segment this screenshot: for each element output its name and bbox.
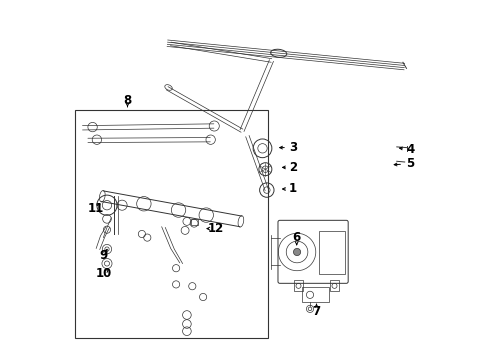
Text: 11: 11: [88, 202, 104, 215]
Text: 9: 9: [99, 249, 107, 262]
Text: 3: 3: [288, 141, 297, 154]
Circle shape: [171, 203, 185, 217]
Text: 10: 10: [95, 267, 111, 280]
Text: 7: 7: [312, 305, 320, 318]
Bar: [294, 280, 303, 291]
Bar: [319, 231, 344, 274]
Text: 2: 2: [288, 161, 297, 174]
Text: 4: 4: [405, 143, 413, 156]
Circle shape: [199, 208, 213, 222]
Text: 5: 5: [405, 157, 413, 170]
Bar: [191, 219, 197, 225]
Bar: [75, 110, 267, 338]
Circle shape: [293, 248, 300, 256]
Text: 8: 8: [123, 94, 131, 107]
Text: 12: 12: [207, 222, 224, 235]
Bar: [329, 280, 339, 291]
Text: 6: 6: [292, 231, 300, 244]
Bar: [302, 287, 328, 302]
Circle shape: [137, 197, 151, 211]
Text: 1: 1: [288, 183, 297, 195]
